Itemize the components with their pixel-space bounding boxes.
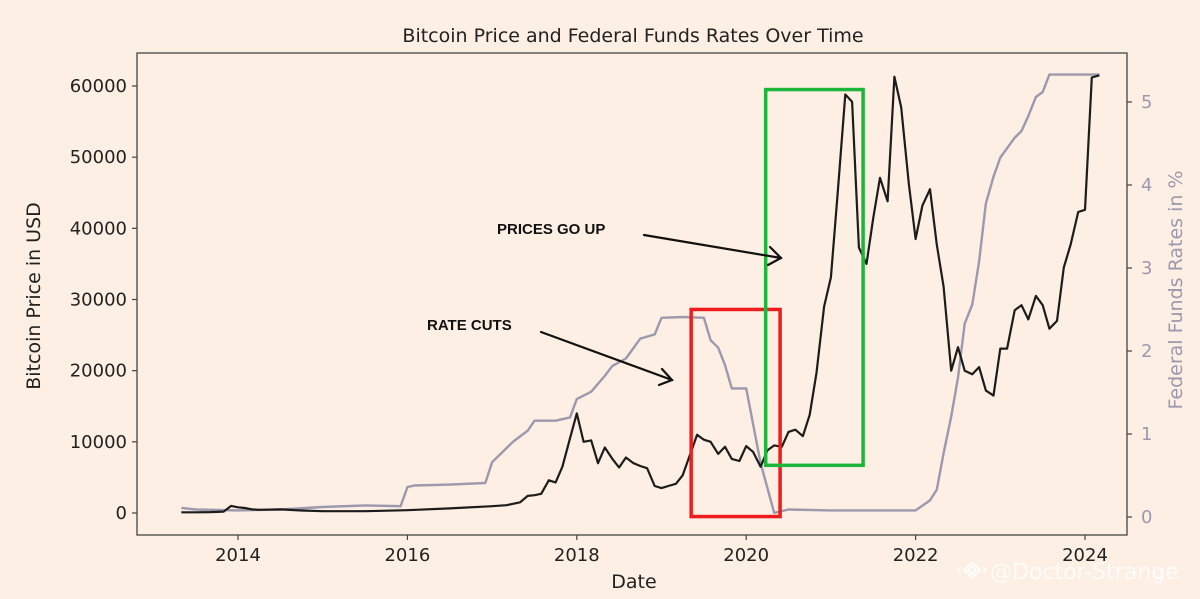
bitcoin-price-line	[181, 74, 1100, 514]
y-tick-label: 40000	[70, 218, 127, 239]
fed-funds-rate-line	[181, 73, 1100, 515]
x-tick-label: 2018	[554, 545, 600, 566]
y-axis-right: 0 1 2 3 4 5	[1127, 92, 1152, 528]
y-right-tick-label: 5	[1141, 92, 1152, 113]
x-tick-label: 2020	[723, 545, 769, 566]
y-axis-label-right: Federal Funds Rates in %	[1165, 171, 1187, 410]
x-tick-label: 2014	[215, 545, 261, 566]
x-axis-label: Date	[611, 571, 656, 593]
y-right-tick-label: 3	[1141, 258, 1152, 279]
watermark-text: @Doctor-Strange	[990, 560, 1179, 585]
y-tick-label: 0	[116, 503, 127, 524]
x-tick-label: 2022	[893, 545, 939, 566]
annotation-prices-go-up: PRICES GO UP	[497, 221, 605, 238]
arrow-prices-go-up	[642, 233, 783, 267]
y-tick-label: 60000	[70, 76, 127, 97]
x-tick-label: 2024	[1062, 545, 1108, 566]
plot-frame	[136, 52, 1128, 536]
y-axis-left: 0 10000 20000 30000 40000 50000 60000	[70, 76, 137, 524]
arrow-rate-cuts	[539, 330, 674, 387]
y-tick-label: 20000	[70, 361, 127, 382]
x-tick-label: 2016	[384, 545, 430, 566]
chart-title: Bitcoin Price and Federal Funds Rates Ov…	[402, 25, 863, 47]
highlight-boxes	[689, 87, 865, 519]
watermark: @Doctor-Strange	[956, 560, 1179, 585]
y-tick-label: 10000	[70, 432, 127, 453]
y-right-tick-label: 1	[1141, 424, 1152, 445]
prices-go-up-box	[763, 87, 865, 468]
y-right-tick-label: 2	[1141, 341, 1152, 362]
y-axis-label-left: Bitcoin Price in USD	[23, 202, 45, 390]
rate-cuts-box	[689, 307, 782, 519]
binance-diamond-icon	[956, 560, 988, 580]
y-tick-label: 30000	[70, 290, 127, 311]
annotation-rate-cuts: RATE CUTS	[427, 317, 512, 334]
y-right-tick-label: 4	[1141, 175, 1152, 196]
series-layer	[181, 73, 1100, 515]
y-right-tick-label: 0	[1141, 507, 1152, 528]
x-axis: 2014 2016 2018 2020 2022 2024	[215, 535, 1108, 566]
y-tick-label: 50000	[70, 147, 127, 168]
